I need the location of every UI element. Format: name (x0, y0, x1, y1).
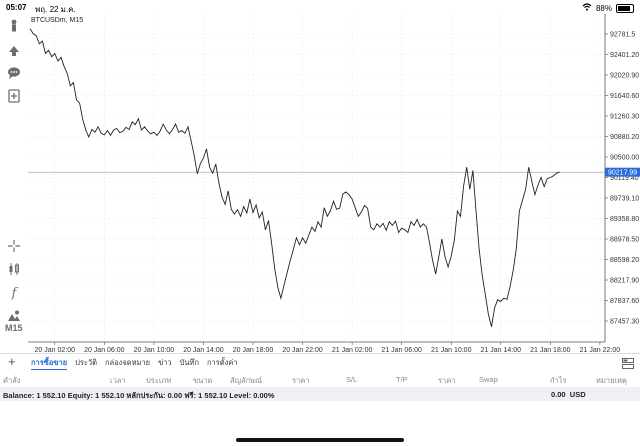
tab-history[interactable]: ประวัติ (75, 358, 98, 367)
status-bar: 05:07 พฤ. 22 ม.ค. 88% (0, 0, 640, 14)
left-toolbar: f M15 (0, 14, 28, 344)
x-tick-label: 20 Jan 10:00 (134, 347, 175, 354)
col-price: ราคา (292, 376, 310, 385)
y-tick-label: 89739.10 (610, 196, 639, 203)
price-chart[interactable]: 92781.5 92401.20 92020.90 91640.60 91260.30 9… (28, 14, 640, 354)
y-tick-label: 89358.80 (610, 216, 639, 223)
home-indicator[interactable] (236, 438, 404, 442)
layout-icon[interactable] (622, 356, 634, 369)
balance-summary: Balance: 1 552.10 Equity: 1 552.10 หลักป… (3, 391, 275, 400)
y-tick-label: 91260.30 (610, 114, 639, 121)
col-comment: หมายเหตุ (596, 376, 627, 385)
tab-journal[interactable]: บันทึก (179, 358, 200, 367)
bottom-tabs-bar: + การซื้อขาย ประวัติ กล่องจดหมาย ข่าว บั… (0, 353, 640, 370)
x-tick-label: 20 Jan 06:00 (84, 347, 125, 354)
trade-icon[interactable] (6, 42, 22, 58)
price-series-line (29, 28, 560, 327)
x-tick-label: 21 Jan 06:00 (381, 347, 422, 354)
y-tick-label: 87457.30 (610, 319, 639, 326)
x-tick-label: 20 Jan 14:00 (183, 347, 224, 354)
x-tick-label: 20 Jan 22:00 (282, 347, 323, 354)
col-sl: S/L (346, 375, 358, 384)
status-right: 88% (582, 3, 634, 13)
y-tick-label: 88598.20 (610, 257, 639, 264)
total-profit: 0.00 USD (551, 390, 586, 399)
chat-icon[interactable] (6, 65, 22, 81)
objects-icon[interactable] (6, 308, 22, 324)
col-symbol: สัญลักษณ์ (230, 376, 263, 385)
tree-icon[interactable] (6, 18, 22, 34)
col-size: ขนาด (193, 376, 213, 385)
y-tick-label: 92781.5 (610, 32, 635, 39)
col-tp: T/P (396, 375, 408, 384)
account-balance-row: Balance: 1 552.10 Equity: 1 552.10 หลักป… (0, 387, 640, 401)
x-tick-label: 21 Jan 18:00 (530, 347, 571, 354)
y-tick-label: 92020.90 (610, 73, 639, 80)
y-tick-label: 90880.20 (610, 134, 639, 141)
col-price-current: ราคา (438, 376, 456, 385)
status-date: พฤ. 22 ม.ค. (35, 5, 76, 14)
add-icon[interactable]: + (8, 354, 16, 369)
battery-icon (616, 3, 634, 13)
tab-settings[interactable]: การตั้งค่า (207, 358, 238, 367)
timeframe-button[interactable]: M15 (5, 323, 23, 333)
add-chart-icon[interactable] (6, 88, 22, 104)
col-swap: Swap (479, 375, 498, 384)
col-type: ประเภท (146, 376, 172, 385)
battery-percent: 88% (595, 3, 612, 13)
chart-symbol: BTCUSDm, M15 (31, 17, 83, 24)
col-time: เวลา (110, 376, 126, 385)
y-tick-label: 88217.90 (610, 278, 639, 285)
crosshair-icon[interactable] (6, 238, 22, 254)
profit-currency: USD (569, 390, 586, 399)
y-tick-label: 87837.60 (610, 298, 639, 305)
y-tick-label: 90119.40 (610, 175, 639, 182)
y-tick-label: 90500.00 (610, 155, 639, 162)
x-tick-label: 20 Jan 02:00 (35, 347, 76, 354)
y-tick-label: 88978.50 (610, 237, 639, 244)
current-price-label: 90217.99 (608, 170, 637, 177)
trade-column-headers: คำสั่ง เวลา ประเภท ขนาด สัญลักษณ์ ราคา S… (0, 373, 640, 387)
status-time: 05:07 (6, 3, 27, 12)
col-order: คำสั่ง (3, 376, 21, 385)
x-tick-label: 21 Jan 10:00 (431, 347, 472, 354)
x-tick-label: 21 Jan 02:00 (332, 347, 373, 354)
x-tick-label: 20 Jan 18:00 (233, 347, 274, 354)
profit-value: 0.00 (551, 390, 566, 399)
indicators-icon[interactable]: f (11, 285, 17, 301)
wifi-icon (582, 3, 592, 13)
tab-trade[interactable]: การซื้อขาย (31, 357, 68, 370)
x-tick-label: 21 Jan 14:00 (481, 347, 522, 354)
candles-icon[interactable] (6, 261, 22, 277)
col-profit: กำไร (550, 376, 567, 385)
chart-svg: 92781.5 92401.20 92020.90 91640.60 91260.30 9… (28, 14, 640, 354)
y-tick-label: 92401.20 (610, 52, 639, 59)
y-tick-label: 91640.60 (610, 93, 639, 100)
tab-mailbox[interactable]: กล่องจดหมาย (105, 358, 151, 367)
x-tick-label: 21 Jan 22:00 (580, 347, 621, 354)
current-price-tag: 90217.99 (605, 167, 640, 177)
tab-news[interactable]: ข่าว (158, 358, 172, 367)
bottom-tabs: การซื้อขาย ประวัติ กล่องจดหมาย ข่าว บันท… (31, 357, 246, 370)
